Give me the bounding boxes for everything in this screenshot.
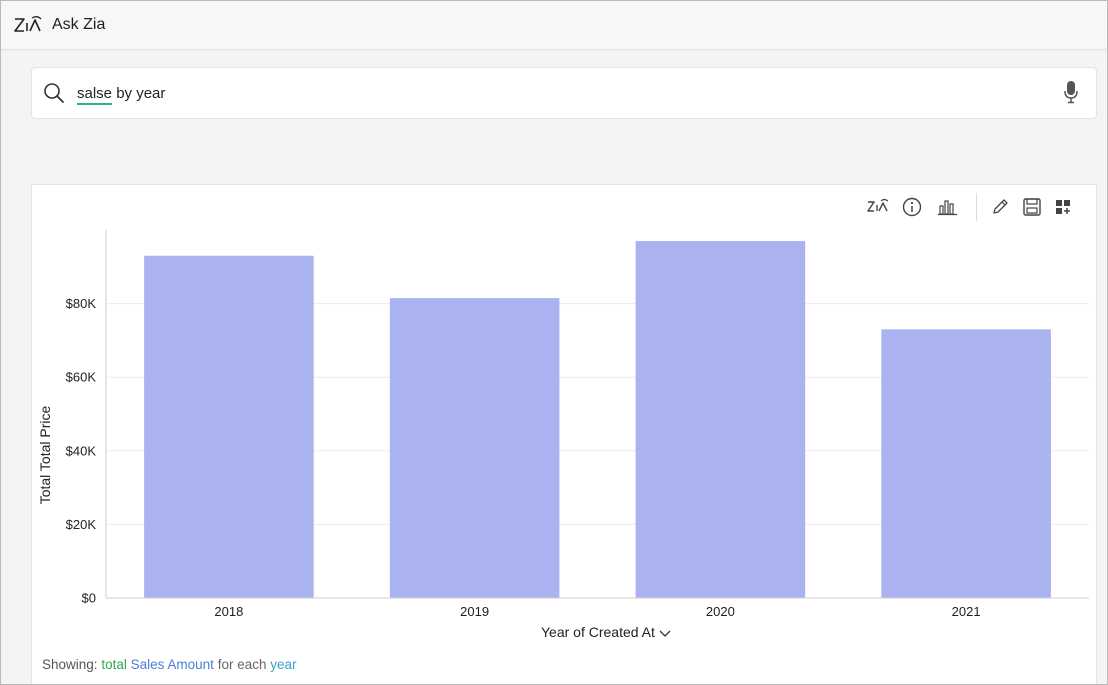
y-tick-label: $80K (66, 296, 97, 311)
x-tick-label: 2019 (460, 604, 489, 619)
edit-icon[interactable] (988, 195, 1012, 219)
showing-label: Showing: (42, 657, 98, 672)
measure-token[interactable]: Sales Amount (130, 657, 214, 672)
zia-icon[interactable] (866, 195, 890, 219)
dimension-token[interactable]: year (270, 657, 297, 672)
aggregate-token[interactable]: total (101, 657, 127, 672)
search-icon (43, 82, 65, 109)
x-axis-title[interactable]: Year of Created At (541, 624, 671, 641)
bar (144, 255, 314, 598)
zia-logo-icon (13, 15, 43, 40)
microphone-icon[interactable] (1064, 80, 1078, 109)
chart-toolbar (866, 193, 1076, 221)
x-tick-label: 2018 (214, 604, 243, 619)
save-icon[interactable] (1020, 195, 1044, 219)
y-tick-label: $40K (66, 443, 97, 458)
y-tick-label: $60K (66, 370, 97, 385)
title-bar: Ask Zia (1, 1, 1107, 50)
x-tick-label: 2020 (706, 604, 735, 619)
ask-zia-search-box[interactable]: salse by year (31, 67, 1097, 119)
x-axis-title-text: Year of Created At (541, 624, 655, 640)
bar (635, 241, 806, 598)
bar-chart: $0 $20K $40K $60K $80K 2018 2019 2020 2021 Total… (37, 230, 1089, 619)
for-each-text: for each (217, 657, 267, 672)
showing-summary: Showing: total Sales Amount for each yea… (42, 657, 297, 672)
y-tick-label: $0 (82, 591, 96, 606)
bar (389, 298, 560, 598)
axes (105, 230, 1089, 599)
app-title: Ask Zia (52, 16, 106, 33)
tick-labels: $0 $20K $40K $60K $80K 2018 2019 2020 2021 (66, 296, 981, 619)
toolbar-divider (976, 193, 977, 221)
bars (144, 241, 1051, 598)
query-text: by year (112, 85, 166, 102)
chart-type-icon[interactable] (936, 195, 960, 219)
y-axis-title: Total Total Price (37, 406, 53, 505)
chevron-down-icon[interactable] (659, 625, 671, 641)
misspelled-word[interactable]: salse (77, 85, 113, 105)
info-icon[interactable] (900, 195, 924, 219)
add-to-dashboard-icon[interactable] (1052, 195, 1076, 219)
search-query[interactable]: salse by year (77, 85, 166, 105)
chart-card: $0 $20K $40K $60K $80K 2018 2019 2020 2021 Total… (31, 184, 1097, 684)
y-tick-label: $20K (66, 517, 97, 532)
x-tick-label: 2021 (952, 604, 981, 619)
bar (881, 329, 1051, 598)
